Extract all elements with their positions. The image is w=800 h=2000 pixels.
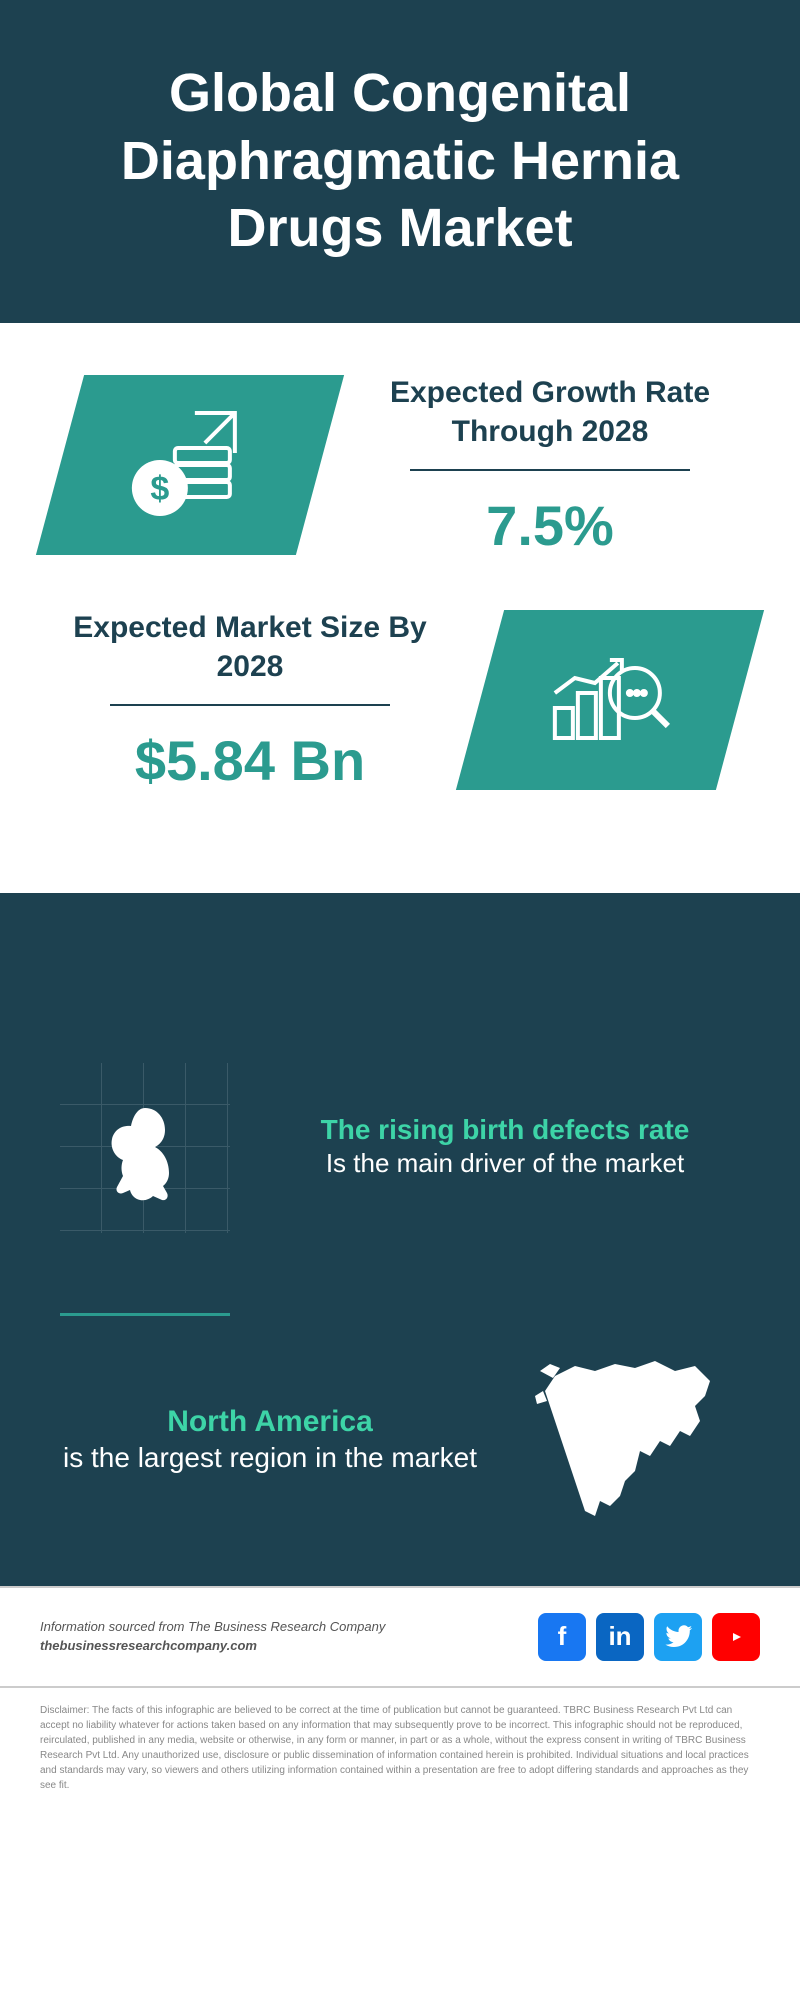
accent-line	[60, 1313, 230, 1316]
chart-magnify-icon	[540, 638, 680, 758]
facebook-icon[interactable]: f	[538, 1613, 586, 1661]
driver-highlight: The rising birth defects rate	[270, 1114, 740, 1146]
page-title: Global Congenital Diaphragmatic Hernia D…	[40, 60, 760, 263]
growth-rate-stat: $ Expected Growth Rate Through 2028 7.5%	[60, 373, 740, 558]
driver-sub: Is the main driver of the market	[270, 1146, 740, 1181]
divider	[410, 469, 690, 471]
stats-section: $ Expected Growth Rate Through 2028 7.5%	[0, 323, 800, 893]
growth-value: 7.5%	[360, 493, 740, 558]
market-label: Expected Market Size By 2028	[60, 608, 440, 686]
social-icons: f in	[538, 1613, 760, 1661]
coins-arrow-icon: $	[120, 403, 260, 523]
footer: Information sourced from The Business Re…	[0, 1586, 800, 1688]
map-icon	[525, 1356, 735, 1526]
driver-row: The rising birth defects rate Is the mai…	[60, 1063, 740, 1233]
growth-icon-box: $	[36, 375, 344, 555]
insights-section: The rising birth defects rate Is the mai…	[0, 1013, 800, 1586]
linkedin-icon[interactable]: in	[596, 1613, 644, 1661]
region-highlight: North America	[60, 1405, 480, 1439]
skyline-divider	[0, 893, 800, 1013]
market-icon-box	[456, 610, 764, 790]
twitter-icon[interactable]	[654, 1613, 702, 1661]
growth-label: Expected Growth Rate Through 2028	[360, 373, 740, 451]
svg-text:$: $	[151, 470, 170, 508]
region-sub: is the largest region in the market	[60, 1439, 480, 1477]
fetus-icon	[95, 1093, 195, 1203]
market-value: $5.84 Bn	[60, 728, 440, 793]
region-row: North America is the largest region in t…	[60, 1356, 740, 1526]
header: Global Congenital Diaphragmatic Hernia D…	[0, 0, 800, 323]
fetus-icon-box	[60, 1063, 230, 1233]
divider	[110, 704, 390, 706]
north-america-map	[520, 1356, 740, 1526]
youtube-icon[interactable]	[712, 1613, 760, 1661]
footer-attribution: Information sourced from The Business Re…	[40, 1618, 385, 1654]
market-size-stat: Expected Market Size By 2028 $5.84 Bn	[60, 608, 740, 793]
disclaimer-text: Disclaimer: The facts of this infographi…	[0, 1688, 800, 1808]
